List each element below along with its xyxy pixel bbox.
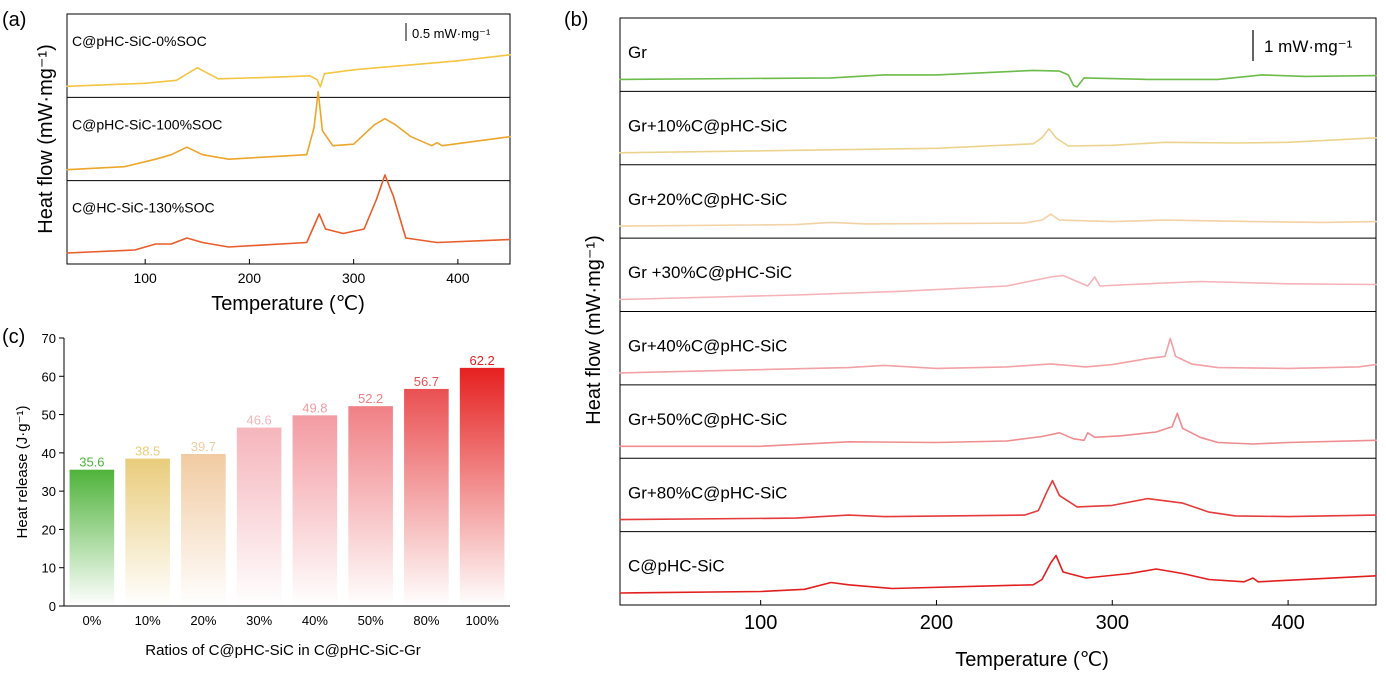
series-line-gr-20-c-phc-sic [619,213,1377,227]
x-tick-label: 300 [1096,612,1129,634]
bar-value-label: 62.2 [469,353,494,368]
series-label-gr-80-c-phc-sic: Gr+80%C@pHC-SiC [628,483,787,502]
y-tick-label: 30 [42,484,56,499]
bar-value-label: 39.7 [191,439,216,454]
bar-value-label: 52.2 [358,391,383,406]
series-label-gr-40-c-phc-sic: Gr+40%C@pHC-SiC [628,337,787,356]
panel-label-c: (c) [2,326,25,348]
panel-b-chart: Gr Gr+10%C@pHC-SiC Gr+20%C@pHC-SiC Gr +30%C… [583,17,1377,671]
series-label-gr-50-c-phc-sic: Gr+50%C@pHC-SiC [628,410,787,429]
panel-a-frame [66,13,511,265]
series-label-c-phc-sic-0-soc: C@pHC-SiC-0%SOC [72,33,207,49]
series-line-gr-10-c-phc-sic [619,128,1377,154]
bar-40 [292,415,338,606]
bar-value-label: 56.7 [414,374,439,389]
x-category-label: 50% [358,613,384,628]
panel-a-y-axis-label: Heat flow (mW·mg⁻¹) [35,44,57,233]
series-line-gr-80-c-phc-sic [619,479,1377,521]
series-label-gr-10-c-phc-sic: Gr+10%C@pHC-SiC [628,116,787,135]
panel-b-y-axis-label: Heat flow (mW·mg⁻¹) [583,235,605,424]
series-line-c-phc-sic-100-soc [66,90,511,171]
series-label-gr-20-c-phc-sic: Gr+20%C@pHC-SiC [628,190,787,209]
x-tick-label: 400 [446,270,470,286]
bar-value-label: 38.5 [135,444,160,459]
series-line-gr-40-c-phc-sic [619,337,1377,374]
panel-label-b: (b) [564,9,588,31]
panel-c-x-axis-label: Ratios of C@pHC-SiC in C@pHC-SiC-Gr [145,642,421,659]
x-tick-label: 200 [238,270,262,286]
y-tick-label: 40 [42,446,56,461]
x-tick-label: 300 [342,270,366,286]
series-line-c-hc-sic-130-soc [66,174,511,254]
x-tick-label: 100 [744,612,777,634]
panel-a-chart: C@pHC-SiC-0%SOC C@pHC-SiC-100%SOC C@HC-SiC… [35,13,511,315]
bar-0 [69,469,115,606]
x-tick-label: 200 [920,612,953,634]
panel-c-chart: 35.6 38.5 39.7 46.6 49.8 52.2 56.7 62.2 0% 10% 20… [14,331,510,659]
y-tick-label: 50 [42,408,56,423]
x-category-label: 100% [466,613,500,628]
x-tick-label: 100 [133,270,157,286]
y-tick-label: 20 [42,522,56,537]
bar-20 [181,454,226,606]
series-line-c-phc-sic [619,554,1377,594]
x-category-label: 0% [82,613,101,628]
bar-value-label: 46.6 [246,413,271,428]
bar-100 [459,367,505,606]
y-tick-label: 10 [42,561,56,576]
bar-80 [404,388,449,606]
x-category-label: 30% [246,613,272,628]
x-category-label: 40% [302,613,328,628]
x-tick-label: 400 [1271,612,1304,634]
y-tick-label: 0 [49,599,56,614]
y-tick-label: 70 [42,331,56,346]
bar-value-label: 49.8 [302,400,327,415]
x-category-label: 20% [190,613,216,628]
bar-50 [348,406,393,606]
panel-a-x-axis-label: Temperature (℃) [211,293,365,315]
panel-c-y-axis-label: Heat release (J·g⁻¹) [14,406,31,539]
panel-a-scale-label: 0.5 mW·mg⁻¹ [412,26,491,41]
panel-b-x-axis-label: Temperature (℃) [955,649,1109,671]
x-category-label: 80% [413,613,439,628]
panel-label-a: (a) [2,9,26,31]
series-label-gr-30-c-phc-sic: Gr +30%C@pHC-SiC [628,263,792,282]
series-line-gr-30-c-phc-sic [619,274,1377,301]
series-label-c-hc-sic-130-soc: C@HC-SiC-130%SOC [72,200,215,216]
series-label-c-phc-sic-100-soc: C@pHC-SiC-100%SOC [72,116,222,132]
series-line-gr [619,69,1377,88]
y-tick-label: 60 [42,369,56,384]
series-label-gr: Gr [628,43,647,62]
bar-10 [125,458,170,606]
x-category-label: 10% [135,613,161,628]
series-line-c-phc-sic-0-soc [66,54,511,88]
series-line-gr-50-c-phc-sic [619,412,1377,448]
series-label-c-phc-sic: C@pHC-SiC [628,557,725,576]
bar-value-label: 35.6 [79,455,104,470]
bar-30 [236,427,282,606]
panel-b-scale-label: 1 mW·mg⁻¹ [1264,37,1353,56]
